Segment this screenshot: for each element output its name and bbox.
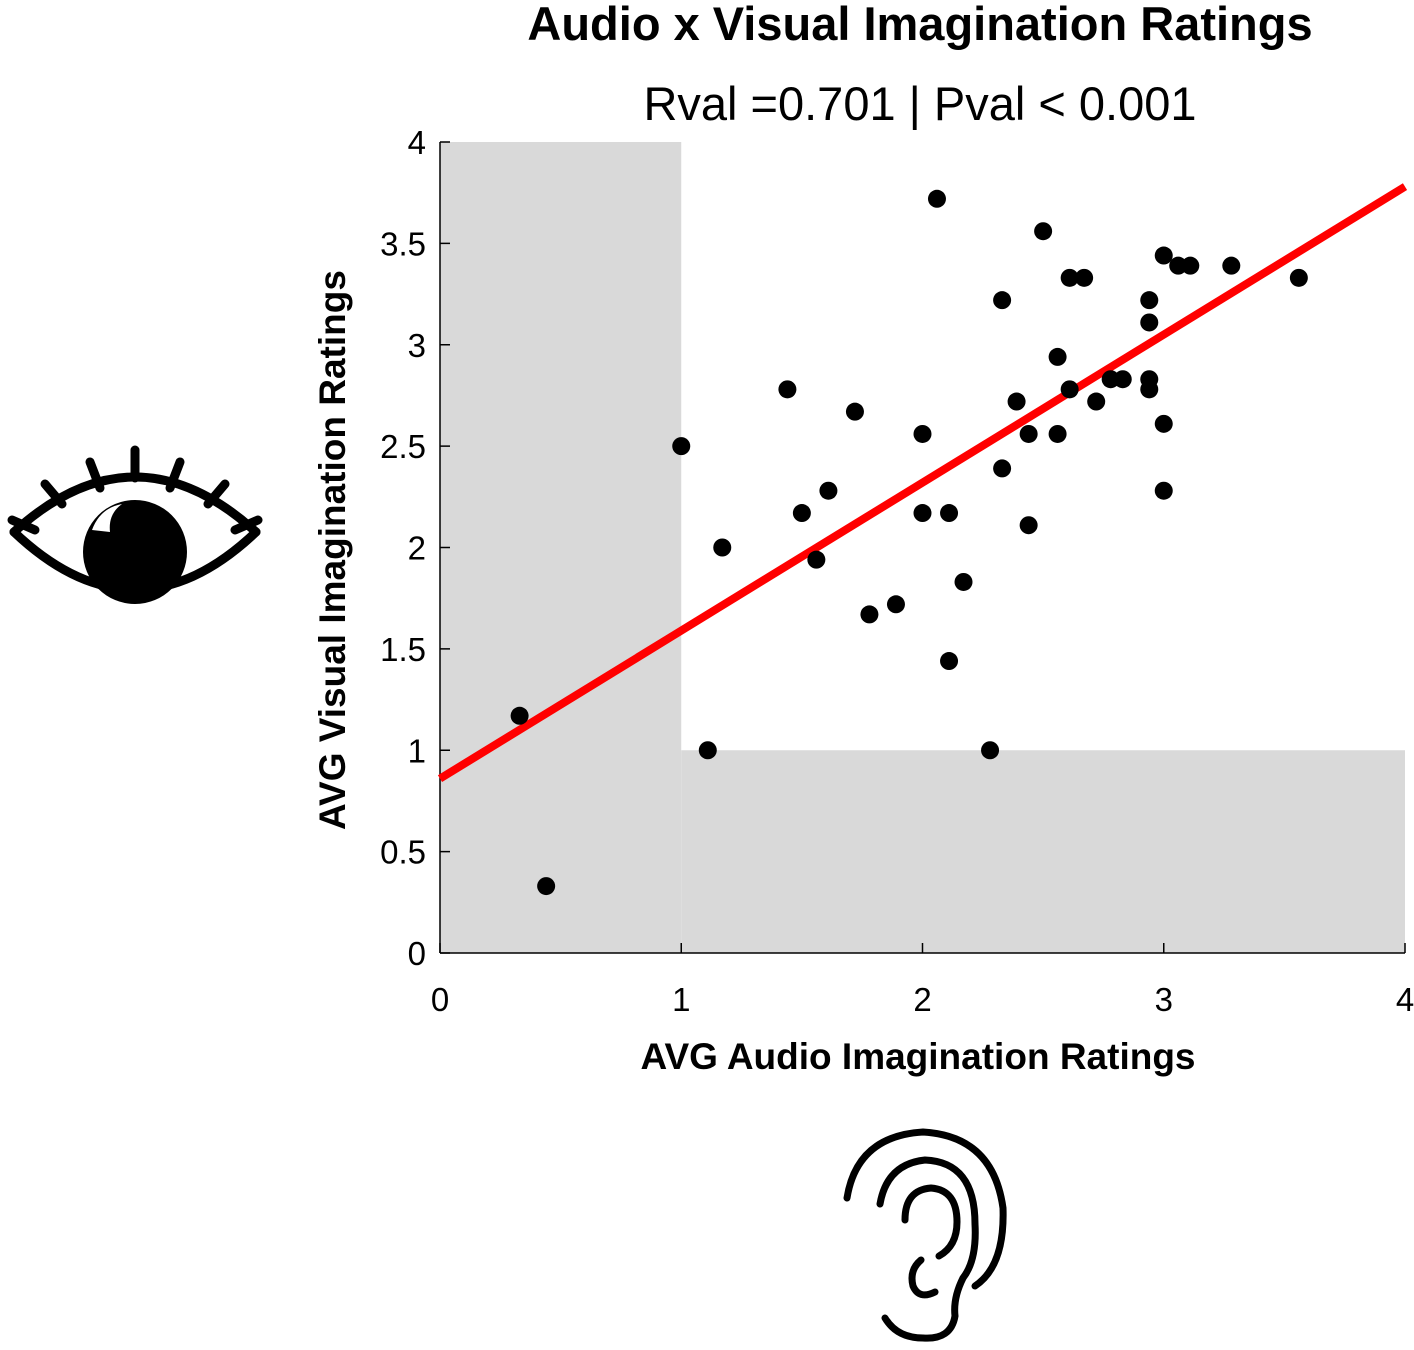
data-point — [1034, 222, 1053, 241]
y-tick-label: 3.5 — [380, 225, 426, 262]
data-point — [778, 380, 797, 399]
x-tick-label: 0 — [431, 981, 449, 1018]
data-point — [1075, 268, 1094, 287]
data-point — [954, 572, 973, 591]
shaded-regions — [440, 142, 1405, 953]
data-point — [807, 550, 826, 569]
data-point — [860, 605, 879, 624]
y-tick-label: 1.5 — [380, 631, 426, 668]
y-tick-label: 2.5 — [380, 428, 426, 465]
data-point — [1060, 268, 1079, 287]
data-point — [1060, 380, 1079, 399]
data-point — [845, 402, 864, 421]
data-point — [940, 652, 959, 671]
y-tick-label: 3 — [408, 327, 426, 364]
data-point — [886, 595, 905, 614]
data-point — [698, 741, 717, 760]
data-point — [1140, 380, 1159, 399]
data-point — [940, 504, 959, 523]
data-point — [1048, 424, 1067, 443]
data-point — [1181, 256, 1200, 275]
data-point — [927, 189, 946, 208]
data-point — [993, 291, 1012, 310]
data-point — [913, 504, 932, 523]
data-point — [1087, 392, 1106, 411]
data-point — [1140, 291, 1159, 310]
eye-icon — [7, 445, 263, 604]
data-point — [1007, 392, 1026, 411]
x-tick-label: 2 — [913, 981, 931, 1018]
data-point — [1154, 481, 1173, 500]
x-tick-label: 4 — [1396, 981, 1414, 1018]
y-tick-label: 1 — [408, 732, 426, 769]
data-point — [1222, 256, 1241, 275]
data-point — [792, 504, 811, 523]
data-point — [1019, 516, 1038, 535]
data-point — [913, 424, 932, 443]
shaded-region-1 — [440, 142, 682, 953]
y-axis-label: AVG Visual Imagination Ratings — [312, 270, 353, 830]
data-point — [1113, 370, 1132, 389]
data-point — [1140, 313, 1159, 332]
y-tick-label: 0 — [408, 935, 426, 972]
data-point — [672, 437, 691, 456]
ear-icon — [843, 1128, 1007, 1342]
data-point — [1154, 246, 1173, 265]
y-axis-ticks: 0 0.5 1 1.5 2 2.5 3 3.5 4 — [380, 124, 450, 972]
fit-line — [437, 183, 1408, 783]
x-axis-label: AVG Audio Imagination Ratings — [641, 1036, 1196, 1077]
data-point — [993, 459, 1012, 478]
shaded-region-2 — [681, 750, 1405, 953]
data-point — [1048, 347, 1067, 366]
regression-line — [437, 183, 1408, 783]
data-point — [981, 741, 1000, 760]
data-point — [713, 538, 732, 557]
y-tick-label: 4 — [408, 124, 426, 161]
data-point — [537, 877, 556, 896]
x-tick-label: 1 — [672, 981, 690, 1018]
data-point — [1019, 424, 1038, 443]
data-point — [1289, 268, 1308, 287]
x-tick-label: 3 — [1155, 981, 1173, 1018]
data-point — [510, 706, 529, 725]
data-points — [510, 189, 1308, 896]
data-point — [1154, 414, 1173, 433]
y-tick-label: 2 — [408, 530, 426, 567]
data-point — [819, 481, 838, 500]
chart-subtitle: Rval =0.701 | Pval < 0.001 — [643, 77, 1196, 130]
chart-title: Audio x Visual Imagination Ratings — [527, 0, 1312, 50]
y-tick-label: 0.5 — [380, 834, 426, 871]
x-axis-ticks: 0 1 2 3 4 — [431, 943, 1414, 1018]
